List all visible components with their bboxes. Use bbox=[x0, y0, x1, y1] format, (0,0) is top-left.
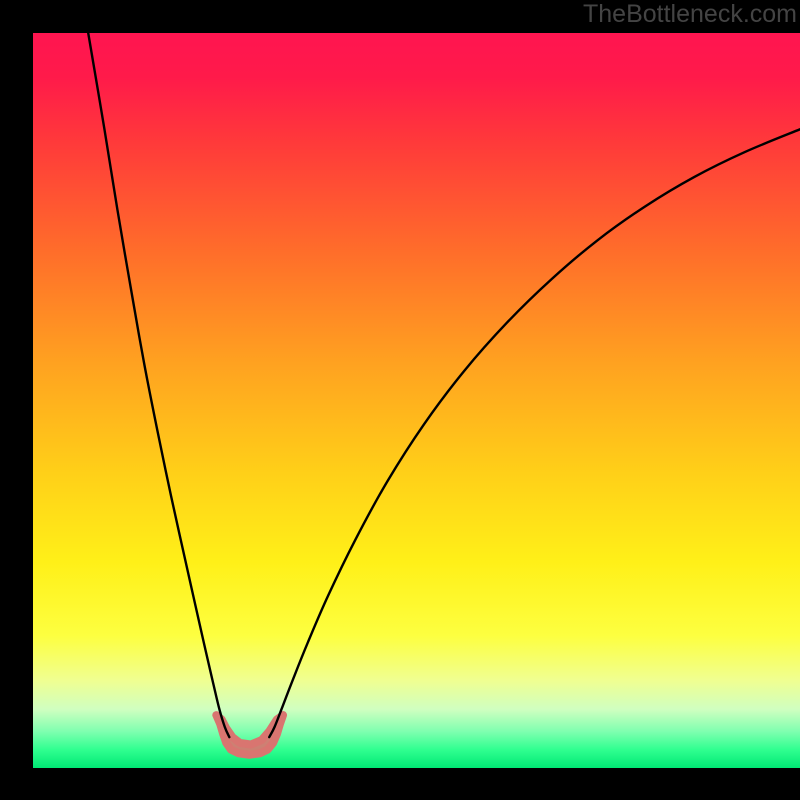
right-curve bbox=[269, 129, 800, 737]
curve-layer bbox=[33, 33, 800, 768]
left-curve bbox=[88, 33, 229, 737]
watermark-text: TheBottleneck.com bbox=[583, 0, 797, 29]
plot-area bbox=[33, 33, 800, 768]
chart-canvas: TheBottleneck.com bbox=[0, 0, 800, 800]
trough-blob bbox=[216, 715, 283, 755]
